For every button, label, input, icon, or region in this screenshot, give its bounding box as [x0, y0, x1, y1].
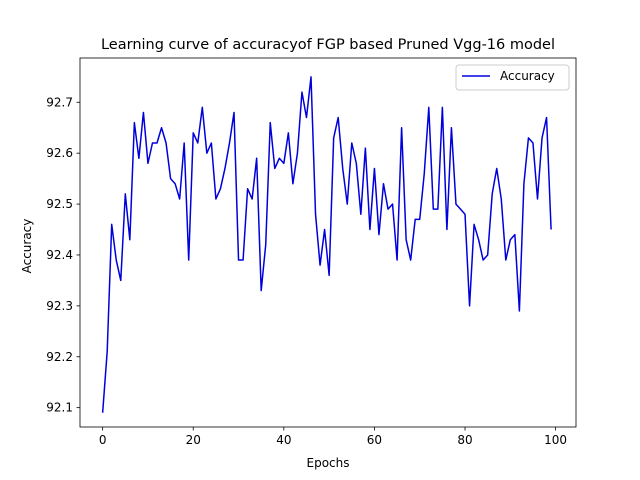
legend: Accuracy	[455, 64, 570, 91]
y-axis-title: Accuracy	[20, 219, 34, 274]
x-tick-label-60: 60	[367, 433, 382, 447]
x-tick-label-80: 80	[457, 433, 472, 447]
legend-label-0: Accuracy	[500, 69, 555, 83]
series-line-0	[101, 76, 552, 413]
y-tick-label-92.5: 92.5	[46, 197, 73, 211]
y-tick-label-92.7: 92.7	[46, 95, 73, 109]
plot-area: 0 20 40 60 80 100 92.1 92.2 92.3 92.4 92.5 92.6 92.7…	[46, 57, 577, 447]
x-tick-label-20: 20	[186, 433, 201, 447]
x-tick-label-0: 0	[99, 433, 107, 447]
y-tick-label-92.4: 92.4	[46, 248, 73, 262]
plot-frame	[79, 57, 577, 428]
legend-box	[455, 64, 570, 91]
y-tick-label-92.3: 92.3	[46, 299, 73, 313]
x-tick-label-100: 100	[544, 433, 567, 447]
y-tick-label-92.2: 92.2	[46, 350, 73, 364]
chart-title: Learning curve of accuracyof FGP based P…	[101, 37, 555, 53]
y-tick-label-92.6: 92.6	[46, 146, 73, 160]
y-tick-label-92.1: 92.1	[46, 401, 73, 415]
x-tick-label-40: 40	[276, 433, 291, 447]
x-axis-title: Epochs	[307, 456, 350, 470]
